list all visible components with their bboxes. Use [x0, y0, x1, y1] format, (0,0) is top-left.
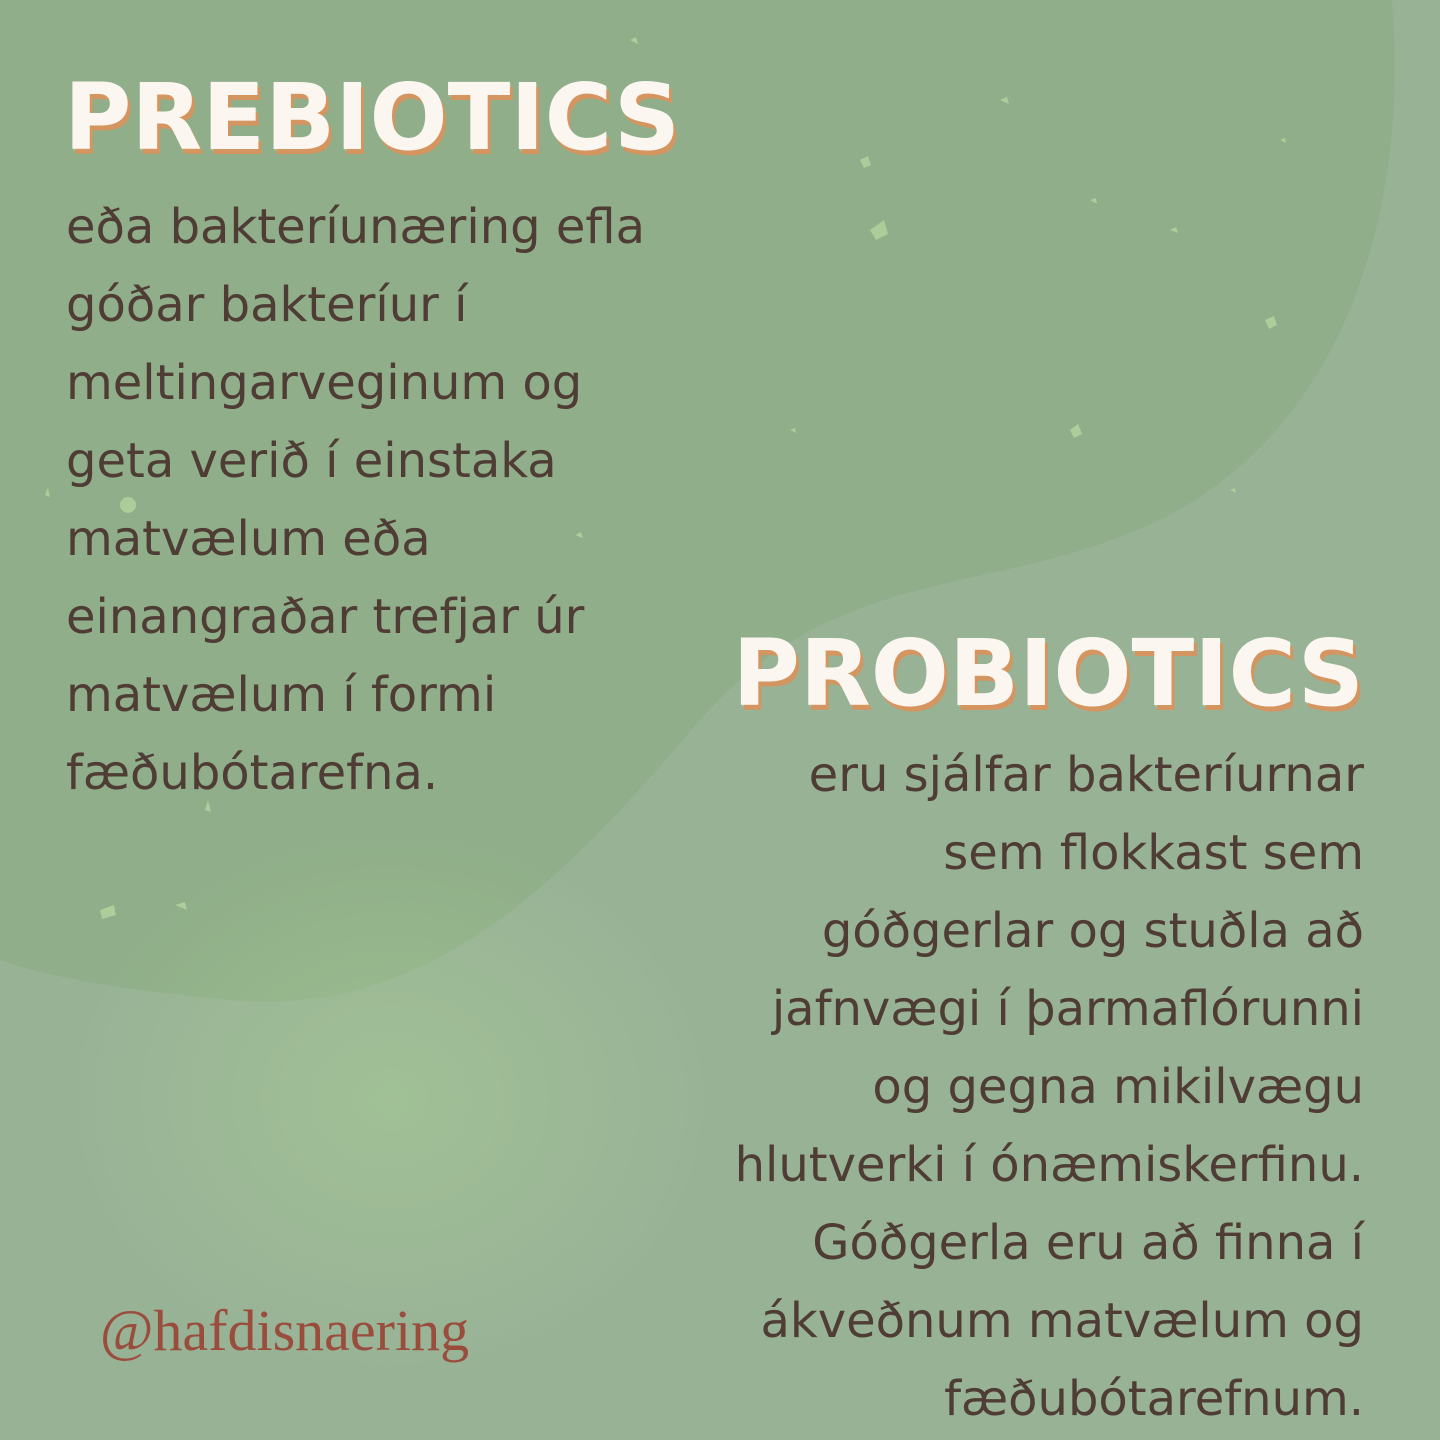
- author-handle: @hafdisnaering: [100, 1298, 470, 1363]
- probiotics-description: eru sjálfar bakteríurnar sem flokkast se…: [735, 736, 1364, 1438]
- top-blob-shape: [0, 0, 1395, 1002]
- prebiotics-line: einangraðar trefjar úr: [66, 589, 585, 645]
- background-glow: [60, 820, 720, 1380]
- prebiotics-line: fæðubótarefna.: [66, 745, 439, 801]
- probiotics-line: eru sjálfar bakteríurnar: [808, 747, 1364, 803]
- prebiotics-line: geta verið í einstaka: [66, 433, 557, 489]
- prebiotics-line: matvælum eða: [66, 511, 431, 567]
- probiotics-line: sem flokkast sem: [943, 825, 1364, 881]
- prebiotics-description: eða bakteríunæring efla góðar bakteríur …: [66, 188, 645, 812]
- probiotics-line: jafnvægi í þarmaflórunni: [771, 981, 1364, 1037]
- prebiotics-line: meltingarveginum og: [66, 355, 583, 411]
- probiotics-title: PROBIOTICS: [732, 620, 1364, 727]
- probiotics-line: fæðubótarefnum.: [944, 1371, 1364, 1427]
- prebiotics-line: matvælum í formi: [66, 667, 497, 723]
- probiotics-line: og gegna mikilvægu: [872, 1059, 1364, 1115]
- prebiotics-line: eða bakteríunæring efla: [66, 199, 646, 255]
- probiotics-line: ákveðnum matvælum og: [760, 1293, 1364, 1349]
- probiotics-line: hlutverki í ónæmiskerfinu.: [734, 1137, 1364, 1193]
- prebiotics-title: PREBIOTICS: [64, 64, 681, 171]
- speckles: [45, 37, 1286, 919]
- probiotics-line: góðgerlar og stuðla að: [821, 903, 1364, 959]
- prebiotics-line: góðar bakteríur í: [66, 277, 468, 333]
- probiotics-line: Góðgerla eru að finna í: [812, 1215, 1364, 1271]
